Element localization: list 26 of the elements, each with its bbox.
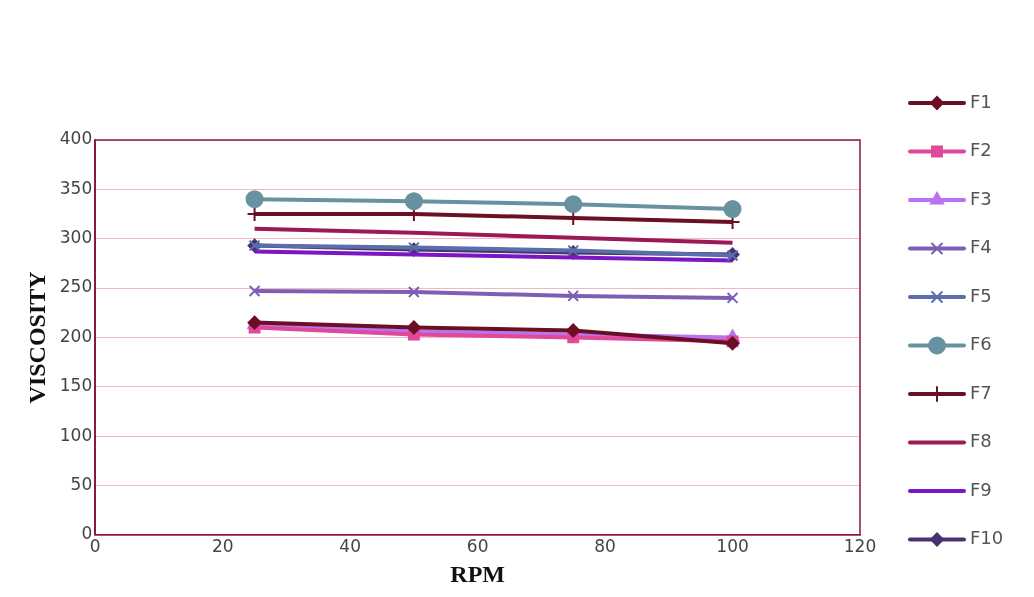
legend-label: F8 [970,430,992,452]
x-tick-label: 20 [211,536,234,557]
x-tick-label: 80 [594,536,616,557]
legend-label: F4 [970,236,992,258]
x-axis-title: RPM [450,560,505,587]
x-tick-label: 60 [466,536,489,557]
legend-label: F3 [970,187,992,209]
legend-label: F7 [970,381,992,403]
legend-label: F1 [970,90,992,112]
x-tick-label: 100 [716,536,749,557]
legend-label: F2 [970,139,992,161]
y-axis-title: VISCOSITY [23,271,50,404]
y-tick-label: 300 [59,227,93,248]
legend-label: F6 [970,333,992,355]
x-tick-label: 40 [339,536,361,557]
y-tick-label: 350 [59,177,93,198]
y-tick-label: 50 [70,473,93,494]
legend-label: F10 [970,527,1004,549]
x-tick-label: 120 [843,536,877,557]
y-tick-label: 400 [59,128,93,149]
legend-label: F9 [970,478,992,500]
y-tick-label: 100 [59,424,93,445]
y-tick-label: 200 [59,325,93,346]
legend-label: F5 [970,284,992,306]
y-tick-label: 150 [59,375,93,396]
y-tick-label: 250 [59,276,93,297]
